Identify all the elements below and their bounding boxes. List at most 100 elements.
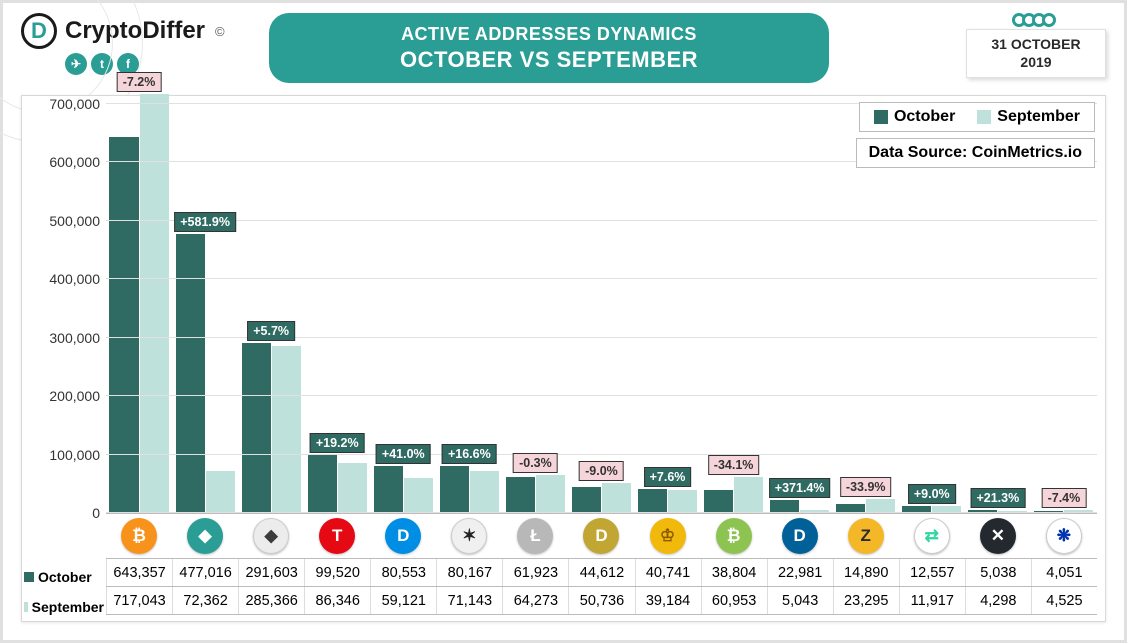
coin-icon-cell: ◆ bbox=[172, 514, 238, 558]
september-value: 5,043 bbox=[767, 587, 833, 614]
grid-line bbox=[106, 395, 1097, 396]
september-value: 86,346 bbox=[304, 587, 370, 614]
pct-change-badge: +371.4% bbox=[769, 478, 831, 498]
title-pill: ACTIVE ADDRESSES DYNAMICS OCTOBER VS SEP… bbox=[269, 13, 829, 83]
coin-icons-row: ₿◆◆TD✶ŁD♔₿DZ⇄✕❋ bbox=[106, 513, 1097, 559]
legend-label-oct: October bbox=[894, 108, 955, 126]
october-values-row: 643,357477,016291,60399,52080,55380,1676… bbox=[106, 559, 1097, 587]
coin-icon: ❋ bbox=[1046, 518, 1082, 554]
bar-september bbox=[536, 475, 565, 513]
october-value: 80,553 bbox=[370, 559, 436, 586]
bar-september bbox=[470, 471, 499, 513]
october-value: 99,520 bbox=[304, 559, 370, 586]
pct-change-badge: -9.0% bbox=[579, 461, 624, 481]
october-value: 477,016 bbox=[172, 559, 238, 586]
september-value: 285,366 bbox=[238, 587, 304, 614]
bar-september bbox=[734, 477, 763, 513]
october-value: 5,038 bbox=[965, 559, 1031, 586]
coin-icon-cell: D bbox=[767, 514, 833, 558]
y-tick-label: 400,000 bbox=[28, 271, 100, 287]
bar-october bbox=[704, 490, 733, 513]
coin-icon-cell: T bbox=[304, 514, 370, 558]
bar-group: -9.0% bbox=[568, 104, 634, 513]
coin-icon-cell: Z bbox=[833, 514, 899, 558]
y-tick-label: 0 bbox=[28, 505, 100, 521]
bar-group: +19.2% bbox=[304, 104, 370, 513]
coin-icon: ₿ bbox=[121, 518, 157, 554]
pct-change-badge: -34.1% bbox=[708, 455, 760, 475]
september-value: 72,362 bbox=[172, 587, 238, 614]
title-line-1: ACTIVE ADDRESSES DYNAMICS bbox=[293, 23, 805, 46]
y-tick-label: 100,000 bbox=[28, 447, 100, 463]
coin-icon-cell: ⇄ bbox=[899, 514, 965, 558]
grid-line bbox=[106, 278, 1097, 279]
grid-line bbox=[106, 454, 1097, 455]
pct-change-badge: +9.0% bbox=[908, 484, 956, 504]
bar-september bbox=[272, 346, 301, 513]
bar-group: +16.6% bbox=[436, 104, 502, 513]
bar-october bbox=[638, 489, 667, 513]
y-tick-label: 600,000 bbox=[28, 154, 100, 170]
coin-icon-cell: ₿ bbox=[701, 514, 767, 558]
bar-group: -0.3% bbox=[502, 104, 568, 513]
coin-icon: ♔ bbox=[650, 518, 686, 554]
september-value: 60,953 bbox=[701, 587, 767, 614]
bar-october bbox=[109, 137, 138, 513]
september-value: 64,273 bbox=[502, 587, 568, 614]
bar-october bbox=[176, 234, 205, 513]
bar-group: +5.7% bbox=[238, 104, 304, 513]
row-label-oct: October bbox=[38, 569, 92, 585]
bar-group: +41.0% bbox=[370, 104, 436, 513]
bar-october bbox=[572, 487, 601, 513]
september-value: 11,917 bbox=[899, 587, 965, 614]
bar-group: +581.9% bbox=[172, 104, 238, 513]
y-tick-label: 300,000 bbox=[28, 330, 100, 346]
october-value: 22,981 bbox=[767, 559, 833, 586]
october-value: 44,612 bbox=[568, 559, 634, 586]
bar-group: +371.4% bbox=[767, 104, 833, 513]
pct-change-badge: +581.9% bbox=[174, 212, 236, 232]
september-value: 50,736 bbox=[568, 587, 634, 614]
coin-icon-cell: ♔ bbox=[635, 514, 701, 558]
bar-group: -34.1% bbox=[701, 104, 767, 513]
coin-icon: T bbox=[319, 518, 355, 554]
coin-icon: ✕ bbox=[980, 518, 1016, 554]
coin-icon-cell: D bbox=[370, 514, 436, 558]
coin-icon: ✶ bbox=[451, 518, 487, 554]
twitter-icon[interactable]: t bbox=[91, 53, 113, 75]
bar-october bbox=[308, 455, 337, 513]
y-tick-label: 200,000 bbox=[28, 388, 100, 404]
october-value: 38,804 bbox=[701, 559, 767, 586]
header: D CryptoDiffer © ✈ t f ACTIVE ADDRESSES … bbox=[21, 13, 1106, 89]
bar-october bbox=[440, 466, 469, 513]
brand-logo-icon: D bbox=[21, 13, 57, 49]
september-value: 39,184 bbox=[635, 587, 701, 614]
infographic-frame: D CryptoDiffer © ✈ t f ACTIVE ADDRESSES … bbox=[0, 0, 1127, 643]
september-values-row: 717,04372,362285,36686,34659,12171,14364… bbox=[106, 587, 1097, 615]
telegram-icon[interactable]: ✈ bbox=[65, 53, 87, 75]
coin-icon: Z bbox=[848, 518, 884, 554]
legend: October September Data Source: CoinMetri… bbox=[856, 102, 1095, 168]
coin-icon-cell: ✶ bbox=[436, 514, 502, 558]
coin-icon: D bbox=[782, 518, 818, 554]
coin-icon-cell: ₿ bbox=[106, 514, 172, 558]
pct-change-badge: +41.0% bbox=[376, 444, 431, 464]
pct-change-badge: +21.3% bbox=[970, 488, 1025, 508]
coin-icon: ◆ bbox=[187, 518, 223, 554]
grid-line bbox=[106, 220, 1097, 221]
coin-icon: D bbox=[583, 518, 619, 554]
pct-change-badge: +7.6% bbox=[644, 467, 692, 487]
bar-october bbox=[242, 343, 271, 513]
coin-icon-cell: Ł bbox=[502, 514, 568, 558]
y-tick-label: 700,000 bbox=[28, 96, 100, 112]
coin-icon: Ł bbox=[517, 518, 553, 554]
bar-september bbox=[602, 483, 631, 513]
october-value: 12,557 bbox=[899, 559, 965, 586]
pct-change-badge: -0.3% bbox=[513, 453, 558, 473]
coin-icon-cell: ❋ bbox=[1031, 514, 1097, 558]
pct-change-badge: -7.2% bbox=[117, 72, 162, 92]
date-line-2: 2019 bbox=[975, 54, 1097, 72]
bar-october bbox=[770, 500, 799, 513]
pct-change-badge: -33.9% bbox=[840, 477, 892, 497]
bar-group: -7.2% bbox=[106, 104, 172, 513]
